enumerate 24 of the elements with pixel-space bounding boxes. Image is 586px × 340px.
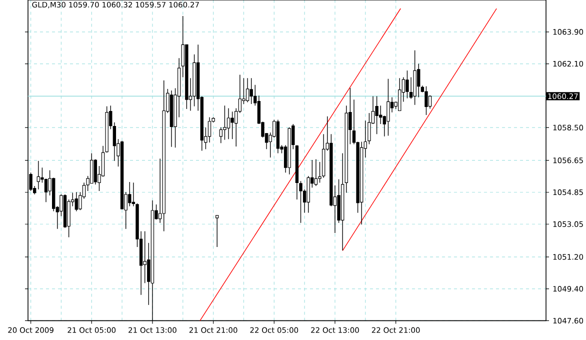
candlestick [406, 70, 409, 99]
candlestick [219, 127, 222, 144]
candlestick [417, 63, 420, 98]
candlestick [143, 230, 146, 284]
candlestick [226, 108, 230, 140]
candlestick [314, 158, 318, 186]
candlestick [230, 111, 234, 140]
candlestick [90, 152, 94, 184]
candlestick [44, 178, 48, 203]
candlestick [36, 160, 40, 190]
candlestick [398, 78, 402, 112]
candlestick [250, 78, 253, 104]
candlestick [208, 116, 212, 143]
candlestick [379, 105, 382, 124]
candlestick [375, 96, 378, 134]
candlestick [428, 94, 432, 109]
candlestick [94, 158, 98, 185]
candlestick [223, 105, 226, 140]
candlestick [386, 78, 390, 136]
candlestick [74, 192, 78, 212]
candlestick [216, 215, 219, 248]
candlestick [246, 78, 250, 103]
candlestick [424, 86, 428, 116]
candlestick [128, 182, 132, 207]
